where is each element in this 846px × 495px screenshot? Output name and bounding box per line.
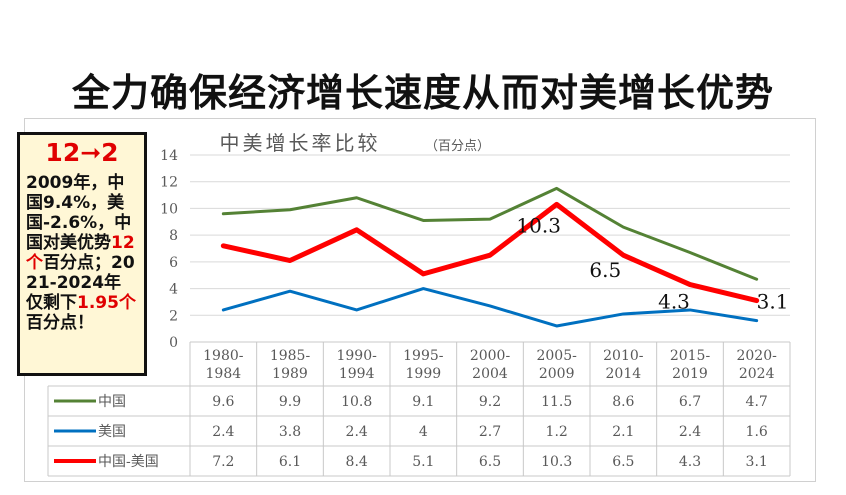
series-line-china xyxy=(221,186,759,281)
table-cell: 2.4 xyxy=(346,424,368,440)
chart-title: 中美增长率比较 xyxy=(220,131,381,155)
callout-line-3: 百分点！ xyxy=(26,313,94,333)
data-label: 3.1 xyxy=(757,290,789,314)
table-cell: 2.4 xyxy=(679,424,701,440)
chart-subtitle: （百分点） xyxy=(425,139,490,154)
x-tick-label: 2005- xyxy=(536,348,577,364)
table-cell: 3.1 xyxy=(746,454,768,470)
x-tick-label: 1990- xyxy=(336,348,377,364)
legend-label-diff: 中国-美国 xyxy=(98,454,159,470)
x-tick-label: 2020- xyxy=(736,348,777,364)
table-cell: 10.8 xyxy=(341,394,372,410)
table-cell: 11.5 xyxy=(541,394,572,410)
table-cell: 6.1 xyxy=(279,454,301,470)
y-tick-label: 10 xyxy=(160,201,178,217)
table-cell: 6.7 xyxy=(679,394,701,410)
callout-box: 12➞2 2009年，中国9.4%，美国-2.6%，中国对美优势12个百分点；2… xyxy=(17,132,147,376)
callout-text: 2009年，中国9.4%，美国-2.6%，中国对美优势12个百分点；2021-2… xyxy=(26,173,138,333)
table-cell: 10.3 xyxy=(541,454,572,470)
chart-panel xyxy=(24,118,816,482)
callout-headline: 12➞2 xyxy=(45,138,119,167)
data-label: 6.5 xyxy=(589,258,621,282)
table-cell: 9.6 xyxy=(212,394,234,410)
data-label: 10.3 xyxy=(516,213,561,237)
series-line-diff xyxy=(220,201,760,304)
table-cell: 8.4 xyxy=(346,454,368,470)
x-tick-label: 1980- xyxy=(203,348,244,364)
x-tick-label: 1994 xyxy=(339,366,375,382)
x-tick-label: 2019 xyxy=(672,366,708,382)
table-cell: 9.9 xyxy=(279,394,301,410)
table-cell: 3.8 xyxy=(279,424,301,440)
x-tick-label: 2014 xyxy=(606,366,642,382)
data-label: 4.3 xyxy=(658,290,690,314)
x-tick-label: 1984 xyxy=(206,366,242,382)
x-tick-label: 1999 xyxy=(406,366,442,382)
table-cell: 6.5 xyxy=(612,454,634,470)
table-cell: 7.2 xyxy=(212,454,234,470)
table-cell: 4 xyxy=(419,424,428,440)
callout-line-1: 2009年，中国9.4%，美国-2.6%，中国对美优势 xyxy=(26,173,132,253)
table-cell: 8.6 xyxy=(612,394,634,410)
legend-label-china: 中国 xyxy=(98,394,126,410)
table-cell: 1.6 xyxy=(746,424,768,440)
callout-highlight-2: 1.95个 xyxy=(77,293,136,313)
x-tick-label: 1989 xyxy=(272,366,308,382)
x-tick-label: 2010- xyxy=(603,348,644,364)
y-tick-label: 2 xyxy=(169,308,178,324)
callout-line-2: 百分点；2021-2024年仅剩下 xyxy=(26,253,135,313)
x-tick-label: 2009 xyxy=(539,366,575,382)
table-cell: 1.2 xyxy=(546,424,568,440)
x-tick-label: 1985- xyxy=(270,348,311,364)
y-tick-label: 14 xyxy=(160,148,178,164)
legend-label-us: 美国 xyxy=(98,424,126,440)
table-cell: 2.4 xyxy=(212,424,234,440)
table-cell: 5.1 xyxy=(412,454,434,470)
y-tick-label: 12 xyxy=(160,175,178,191)
x-tick-label: 2004 xyxy=(472,366,508,382)
callout-highlight-1: 12个 xyxy=(26,233,135,273)
x-tick-label: 2015- xyxy=(670,348,711,364)
table-cell: 6.5 xyxy=(479,454,501,470)
table-cell: 9.2 xyxy=(479,394,501,410)
x-tick-label: 2024 xyxy=(739,366,775,382)
table-cell: 2.1 xyxy=(612,424,634,440)
table-cell: 4.7 xyxy=(746,394,768,410)
y-tick-label: 6 xyxy=(169,255,178,271)
slide-title: 全力确保经济增长速度从而对美增长优势 xyxy=(71,71,774,115)
table-cell: 2.7 xyxy=(479,424,501,440)
series-line-us xyxy=(221,287,759,328)
table-cell: 4.3 xyxy=(679,454,701,470)
x-tick-label: 1995- xyxy=(403,348,444,364)
x-tick-label: 2000- xyxy=(470,348,511,364)
table-cell: 9.1 xyxy=(412,394,434,410)
y-tick-label: 8 xyxy=(169,228,178,244)
y-tick-label: 0 xyxy=(169,335,178,351)
y-tick-label: 4 xyxy=(169,282,178,298)
